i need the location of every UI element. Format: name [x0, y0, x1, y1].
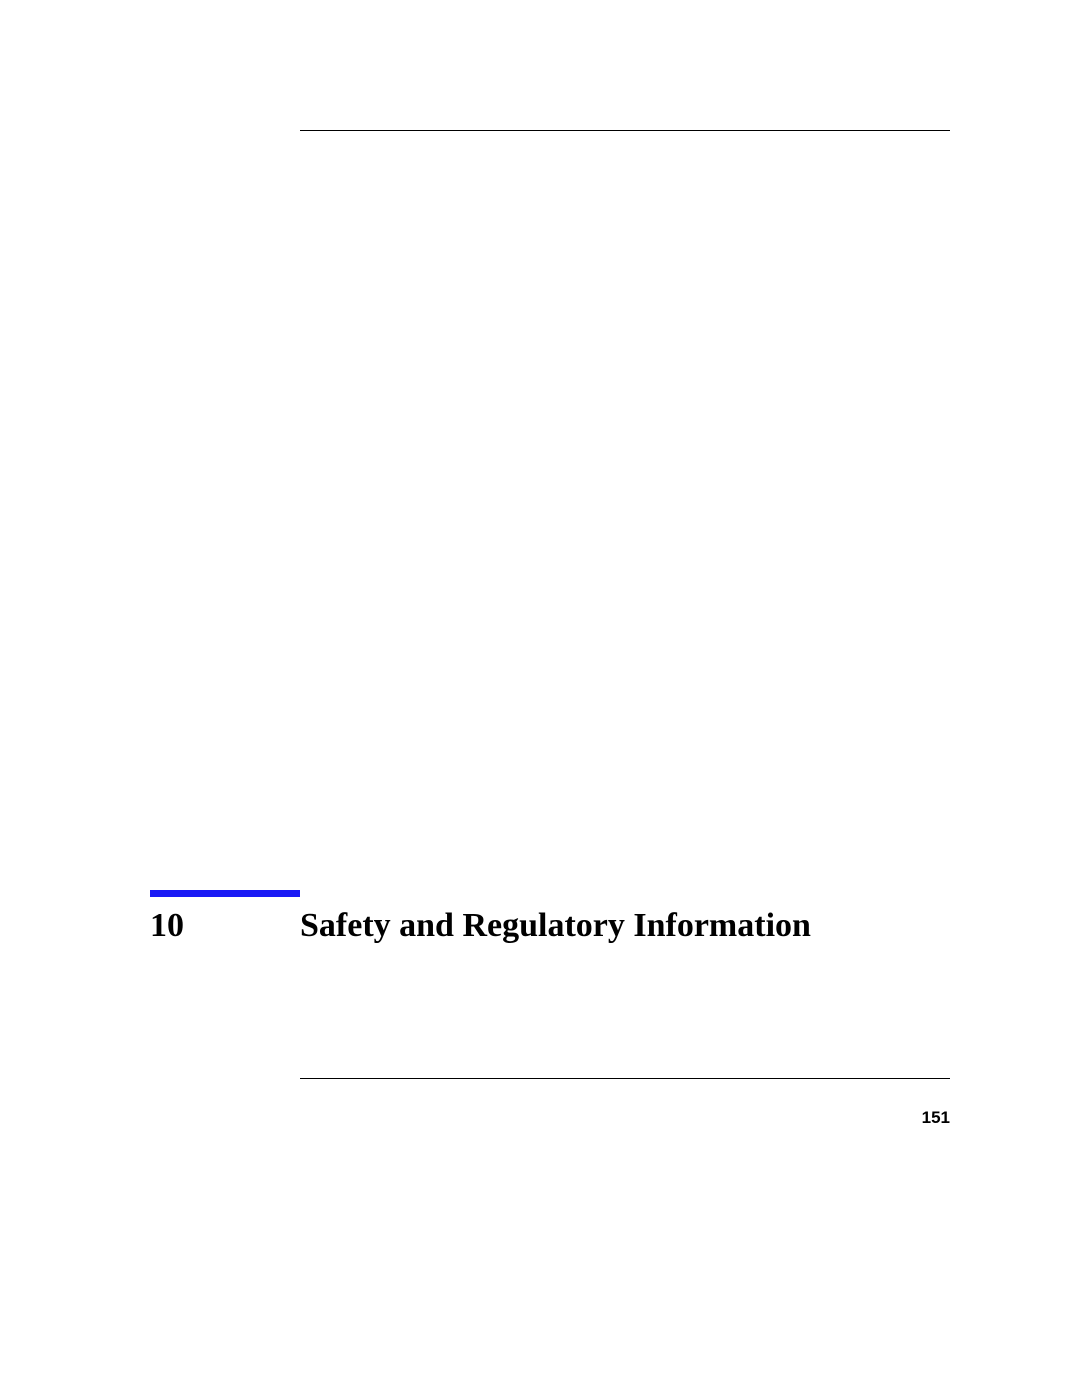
top-horizontal-rule	[300, 130, 950, 131]
accent-bar	[150, 890, 300, 897]
page-number: 151	[922, 1108, 950, 1128]
chapter-title: Safety and Regulatory Information	[300, 907, 811, 945]
chapter-heading: 10 Safety and Regulatory Information	[150, 890, 950, 945]
chapter-number: 10	[150, 907, 300, 945]
bottom-horizontal-rule	[300, 1078, 950, 1079]
chapter-title-row: 10 Safety and Regulatory Information	[150, 907, 950, 945]
document-page: 10 Safety and Regulatory Information 151	[0, 0, 1080, 1397]
